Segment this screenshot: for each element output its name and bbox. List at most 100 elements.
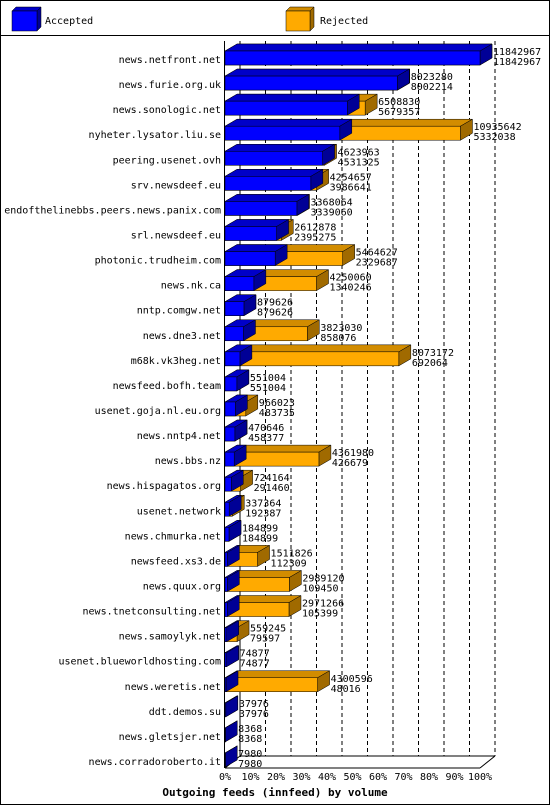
category-label: news.quux.org — [143, 581, 221, 592]
data-label-accepted: 105399 — [302, 609, 338, 620]
category-label: news.bbs.nz — [155, 456, 221, 467]
data-label-rejected: 3823030 — [320, 323, 362, 334]
floor-edge-right — [479, 755, 496, 769]
category-label: news.gletsjer.net — [119, 732, 221, 743]
bar-accepted — [224, 620, 240, 643]
bar-accepted — [224, 670, 239, 693]
chart-title: Outgoing feeds (innfeed) by volume — [162, 786, 388, 799]
x-tick-label: 40% — [318, 772, 336, 783]
data-label-rejected: 6508830 — [378, 97, 420, 108]
data-label-rejected: 11842967 — [493, 47, 541, 58]
bar-accepted — [224, 294, 257, 317]
data-label-rejected: 2612878 — [294, 222, 336, 233]
data-label-accepted: 7980 — [238, 759, 262, 770]
data-label-rejected: 470646 — [248, 423, 284, 434]
data-label-rejected: 8023280 — [411, 72, 453, 83]
legend-label-rejected: Rejected — [320, 16, 368, 27]
data-label-accepted: 1340246 — [330, 283, 372, 294]
data-label-rejected: 8368 — [238, 724, 262, 735]
data-label-accepted: 2329687 — [356, 258, 398, 269]
data-label-rejected: 37976 — [239, 699, 269, 710]
data-label-accepted: 3339060 — [311, 207, 353, 218]
bar-accepted — [224, 168, 324, 191]
data-label-rejected: 1511826 — [271, 548, 313, 559]
x-tick-label: 70% — [394, 772, 412, 783]
category-label: news.samoylyk.net — [119, 632, 221, 643]
category-label: news.sonologic.net — [113, 105, 221, 116]
category-label: news.chmurka.net — [125, 531, 221, 542]
category-label: news.nk.ca — [161, 281, 221, 292]
data-label-rejected: 184899 — [242, 523, 278, 534]
category-label: nyheter.lysator.liu.se — [89, 130, 221, 141]
data-label-accepted: 5679357 — [378, 107, 420, 118]
legend-swatch-rejected — [285, 6, 315, 32]
data-label-rejected: 5464627 — [356, 248, 398, 259]
data-label-accepted: 4531325 — [338, 157, 380, 168]
x-tick-label: 10% — [241, 772, 259, 783]
bar-accepted — [224, 494, 243, 517]
category-label: ddt.demos.su — [149, 707, 221, 718]
data-label-accepted: 79597 — [250, 634, 280, 645]
data-label-accepted: 48016 — [331, 684, 361, 695]
bar-accepted — [224, 419, 248, 442]
data-label-accepted: 192387 — [245, 508, 281, 519]
bar-accepted — [224, 645, 240, 668]
category-label: usenet.goja.nl.eu.org — [95, 406, 221, 417]
data-label-accepted: 109450 — [302, 583, 338, 594]
data-label-rejected: 337364 — [245, 498, 281, 509]
x-tick-label: 0% — [219, 772, 231, 783]
data-label-accepted: 2395275 — [294, 232, 336, 243]
category-label: srv.newsdeef.eu — [131, 180, 221, 191]
bar-accepted — [224, 219, 290, 241]
bar-rejected — [224, 444, 332, 467]
bar-accepted — [224, 570, 241, 592]
x-tick-label: 20% — [267, 772, 285, 783]
bar-accepted — [224, 519, 242, 542]
bar-accepted — [224, 193, 310, 216]
category-label: newsfeed.xs3.de — [131, 556, 221, 567]
bar-accepted — [224, 595, 241, 617]
x-tick-label: 80% — [420, 772, 438, 783]
data-label-rejected: 8073172 — [412, 348, 454, 359]
data-label-accepted: 858076 — [320, 333, 356, 344]
data-label-accepted: 879626 — [257, 308, 293, 319]
category-label: photonic.trudheim.com — [95, 256, 221, 267]
bar-accepted — [224, 43, 493, 66]
legend-label-accepted: Accepted — [45, 16, 93, 27]
plot-area: 0% 10% 20% 30% 40% 50% 60% 70% 80% 90% 100% news.ne… — [4, 41, 541, 783]
data-label-accepted: 692064 — [412, 358, 448, 369]
bar-accepted — [224, 344, 253, 367]
category-label: newsfeed.bofh.team — [113, 381, 221, 392]
category-label: news.hispagatos.org — [107, 481, 221, 492]
x-tick-label: 60% — [369, 772, 387, 783]
bar-accepted — [224, 143, 336, 166]
data-label-rejected: 4254657 — [330, 172, 372, 183]
data-label-rejected: 7980 — [238, 749, 262, 760]
data-label-accepted: 551004 — [250, 383, 286, 394]
data-label-accepted: 5332038 — [473, 132, 515, 143]
category-label: news.tnetconsulting.net — [83, 607, 221, 618]
category-label: peering.usenet.ovh — [113, 155, 221, 166]
data-label-accepted: 112309 — [271, 558, 307, 569]
data-label-rejected: 551004 — [250, 373, 286, 384]
category-label: nntp.comgw.net — [137, 306, 221, 317]
data-label-rejected: 10935642 — [473, 122, 521, 133]
data-label-rejected: 879626 — [257, 298, 293, 309]
category-label: m68k.vk3heg.net — [131, 356, 221, 367]
data-label-rejected: 966023 — [259, 398, 295, 409]
legend: Accepted Rejected — [11, 6, 368, 32]
data-label-accepted: 8368 — [238, 734, 262, 745]
data-label-rejected: 559245 — [250, 624, 286, 635]
bar-rejected — [224, 670, 331, 693]
bar-accepted — [224, 469, 245, 492]
category-label: usenet.network — [137, 506, 221, 517]
bar-accepted — [224, 720, 239, 743]
legend-swatch-accepted — [11, 6, 42, 32]
category-label: news.corradoroberto.it — [89, 757, 221, 768]
x-tick-label: 50% — [343, 772, 361, 783]
category-label: news.netfront.net — [119, 55, 221, 66]
category-label: usenet.blueworldhosting.com — [58, 657, 221, 668]
category-label: news.furie.org.uk — [119, 80, 221, 91]
bar-accepted — [224, 269, 267, 292]
